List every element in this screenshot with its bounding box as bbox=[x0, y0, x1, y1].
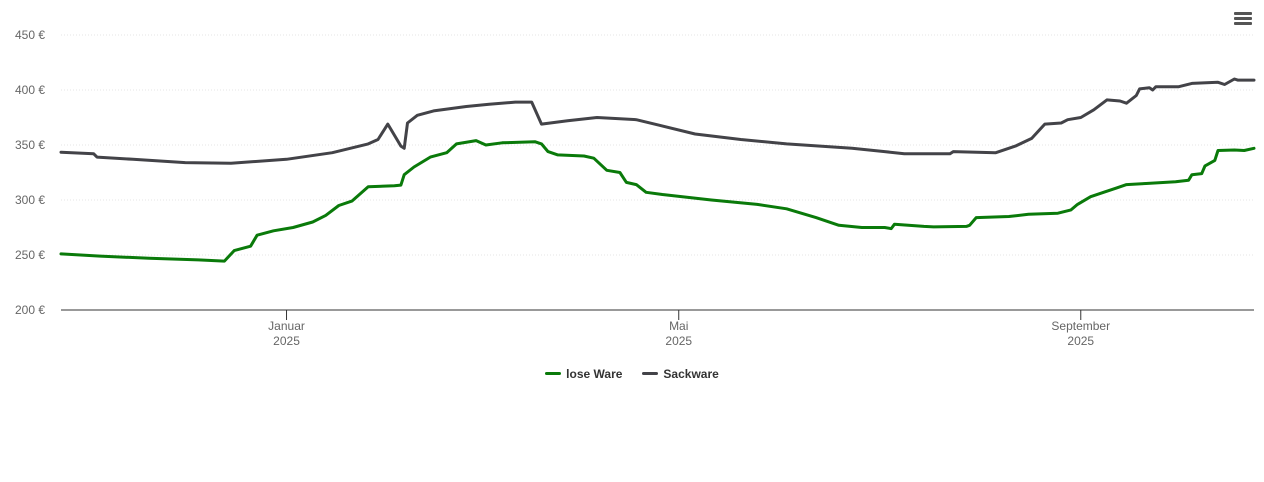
series-line-sackware[interactable] bbox=[59, 77, 1256, 165]
series-lines bbox=[59, 77, 1256, 263]
y-tick-label: 250 € bbox=[15, 248, 45, 262]
legend-item-sackware[interactable]: Sackware bbox=[642, 366, 719, 381]
x-tick-label-month: September bbox=[1051, 319, 1110, 333]
x-tick-label-month: Januar bbox=[268, 319, 305, 333]
legend-label: lose Ware bbox=[566, 366, 623, 381]
x-tick-label-month: Mai bbox=[669, 319, 688, 333]
legend-swatch bbox=[545, 372, 562, 375]
legend-label: Sackware bbox=[663, 366, 719, 381]
y-tick-label: 450 € bbox=[15, 28, 45, 42]
chart-menu-icon[interactable] bbox=[1232, 10, 1254, 32]
legend: lose Ware Sackware bbox=[0, 364, 1264, 381]
y-axis: 200 € 250 € 300 € 350 € 400 € 450 € bbox=[15, 28, 45, 317]
y-tick-label: 200 € bbox=[15, 303, 45, 317]
y-tick-label: 350 € bbox=[15, 138, 45, 152]
y-tick-label: 400 € bbox=[15, 83, 45, 97]
legend-swatch bbox=[642, 372, 659, 375]
series-line-lose-ware[interactable] bbox=[59, 139, 1256, 263]
x-tick-label-year: 2025 bbox=[1067, 334, 1094, 348]
y-tick-label: 300 € bbox=[15, 193, 45, 207]
legend-item-lose-ware[interactable]: lose Ware bbox=[545, 367, 622, 381]
x-tick-label-year: 2025 bbox=[273, 334, 300, 348]
grid-lines bbox=[61, 34, 1254, 256]
x-tick-label-year: 2025 bbox=[665, 334, 692, 348]
